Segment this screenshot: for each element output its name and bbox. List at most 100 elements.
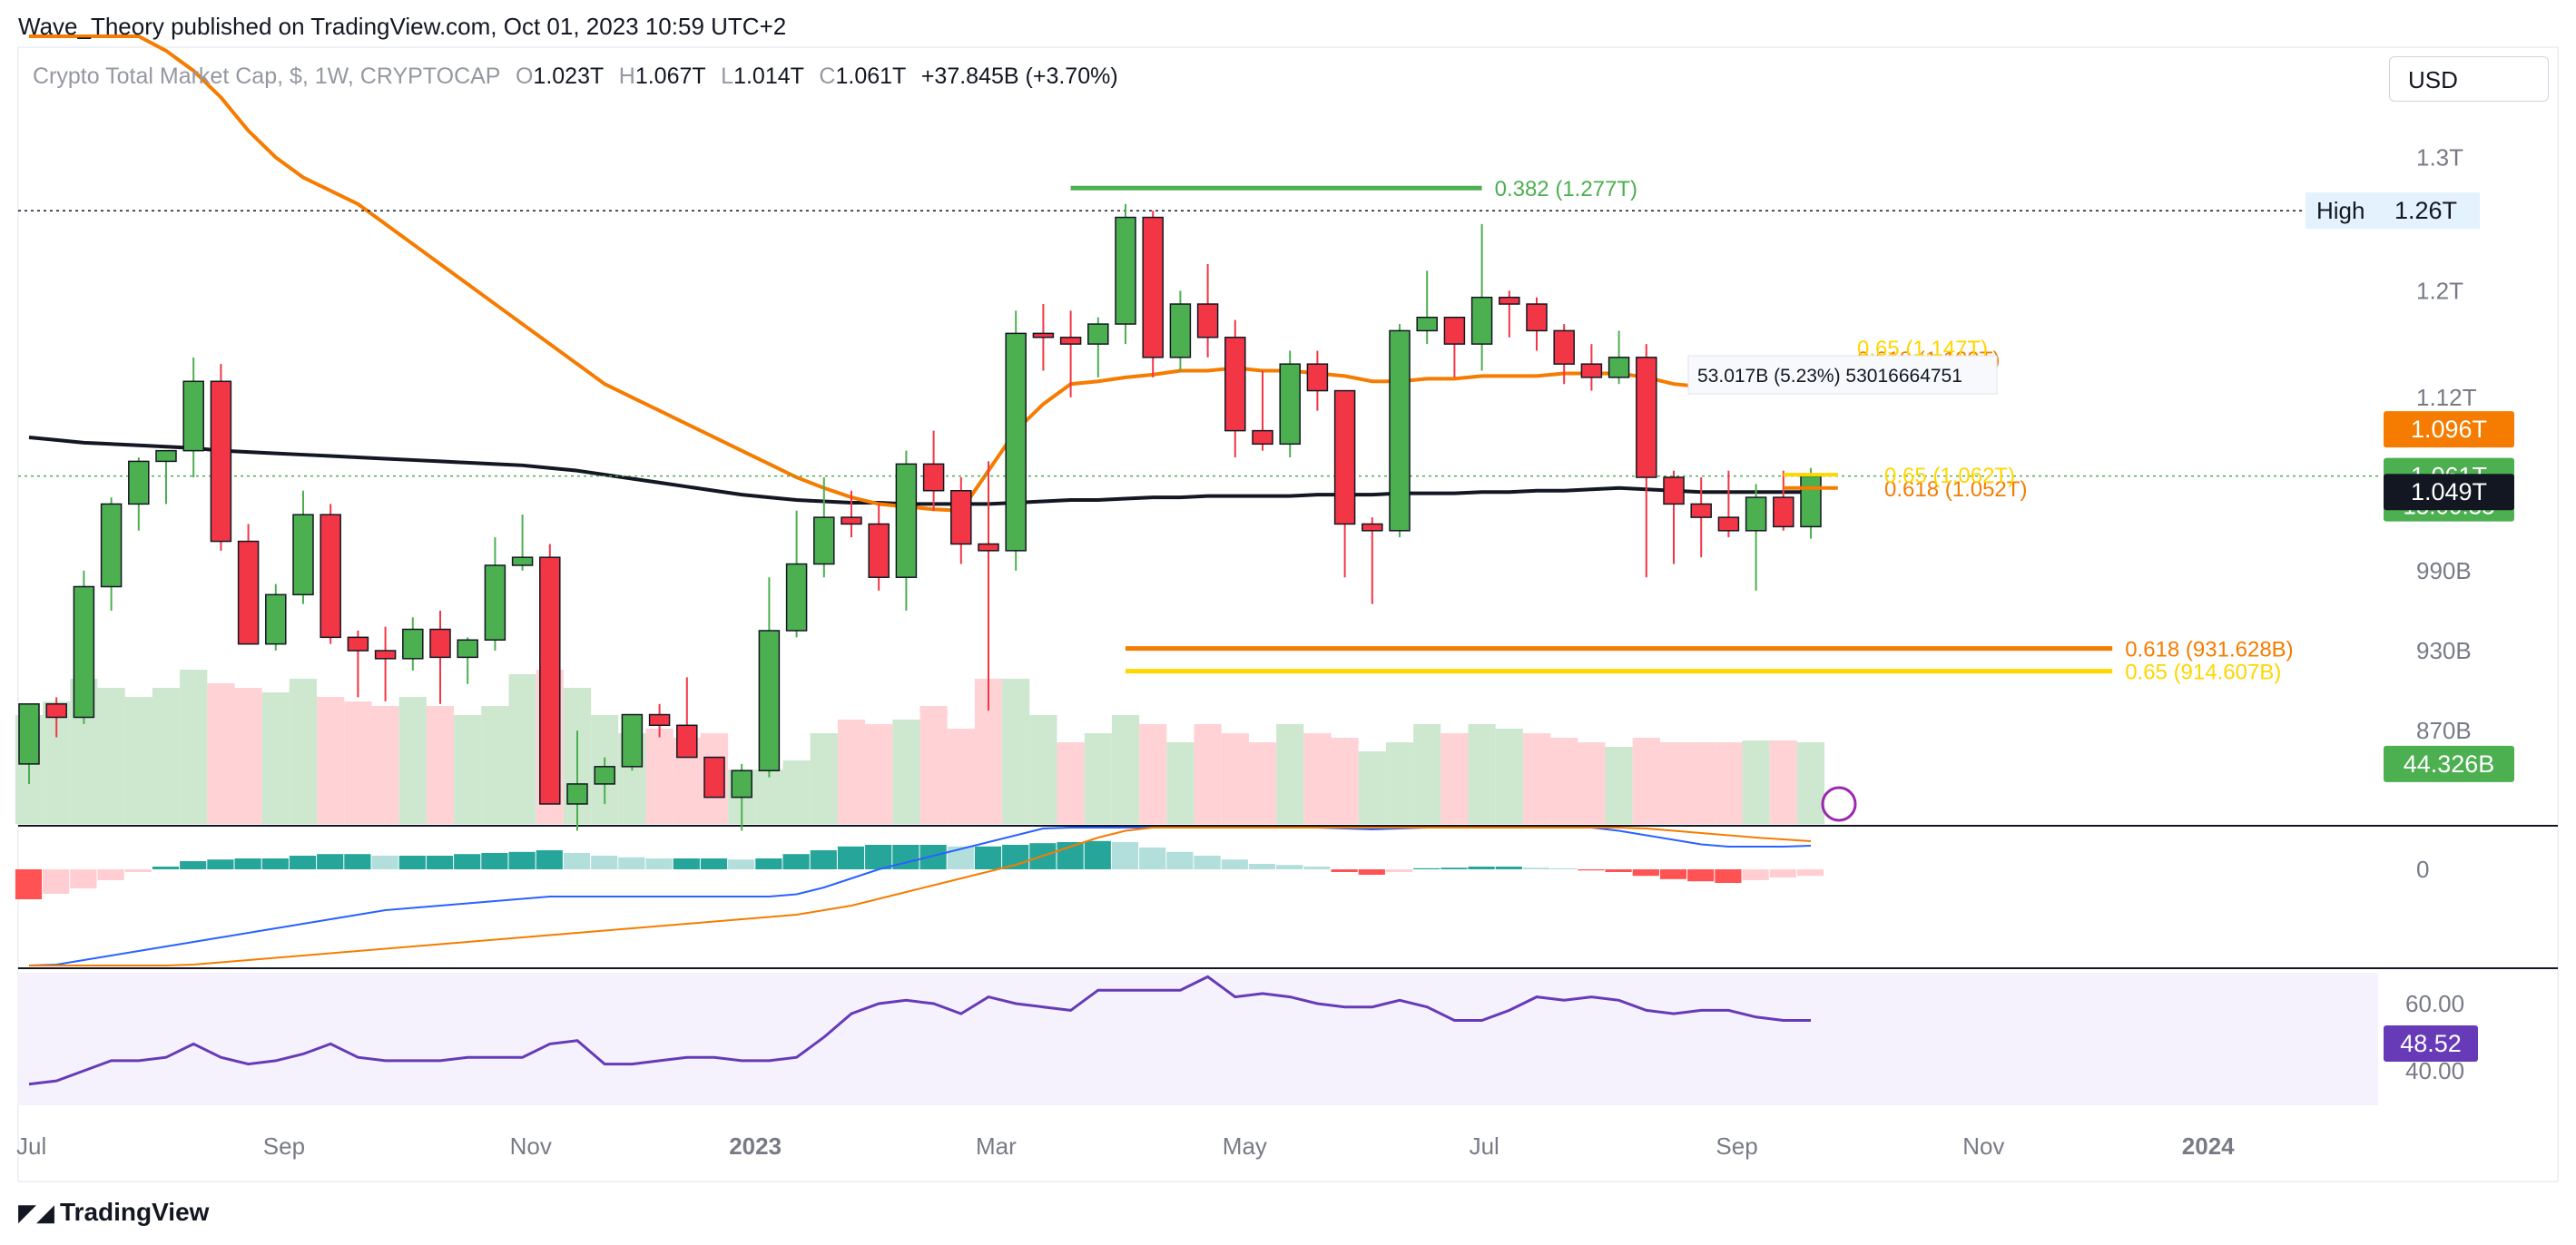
candle-body <box>402 628 424 660</box>
volume-bar <box>1495 729 1523 824</box>
macd-histogram-bar <box>563 853 591 869</box>
macd-histogram-bar <box>1276 865 1303 869</box>
volume-bar <box>1796 742 1825 824</box>
candle-body <box>265 593 287 645</box>
macd-histogram-bar <box>1194 856 1221 869</box>
macd-histogram-bar <box>1385 869 1413 872</box>
macd-histogram-bar <box>207 859 234 869</box>
volume-bar <box>1358 751 1386 824</box>
macd-histogram-bar <box>810 850 837 869</box>
volume-bar <box>947 729 975 824</box>
macd-histogram-bar <box>398 856 426 869</box>
macd-signal-line <box>29 827 1812 966</box>
volume-bar <box>1522 733 1551 824</box>
candle-body <box>100 503 123 588</box>
high-value-box <box>2378 192 2480 230</box>
candle-body <box>1169 303 1192 358</box>
candle-body <box>922 463 945 492</box>
candle-body <box>45 703 67 719</box>
volume-bar <box>398 697 427 824</box>
candle-body <box>703 756 725 799</box>
candle-body <box>1196 303 1219 338</box>
price-axis-tick: 930B <box>2416 637 2472 664</box>
volume-bar <box>1413 724 1441 824</box>
price-badge-text: 1.049T <box>2411 478 2487 505</box>
macd-histogram-bar <box>1221 859 1248 869</box>
volume-bar <box>234 688 262 824</box>
price-badge <box>2384 411 2514 448</box>
low-value: 1.014T <box>733 64 804 89</box>
candle-body <box>1745 496 1767 532</box>
time-axis-tick: Nov <box>1962 1132 2004 1160</box>
price-badge-text: 1.096T <box>2411 416 2487 443</box>
macd-histogram-bar <box>1578 869 1605 871</box>
macd-histogram-bar <box>1331 869 1358 872</box>
macd-histogram-bar <box>919 845 947 869</box>
macd-histogram-bar <box>1358 869 1385 875</box>
candle-body <box>1059 337 1082 345</box>
volume-bar <box>344 701 372 824</box>
macd-histogram-bar <box>1632 869 1659 877</box>
tradingview-logo[interactable]: ◤◢ TradingView <box>18 1198 209 1227</box>
price-axis-tick: 990B <box>2416 557 2472 584</box>
volume-bar <box>1221 733 1249 824</box>
macd-histogram-bar <box>1139 848 1166 869</box>
volume-bar <box>1659 742 1688 824</box>
symbol-legend: Crypto Total Market Cap, $, 1W, CRYPTOCA… <box>33 64 1118 90</box>
macd-histogram-bar <box>1468 867 1495 869</box>
candle-body <box>1362 523 1383 532</box>
candle-body <box>676 724 698 759</box>
volume-bar <box>371 706 399 824</box>
macd-histogram-bar <box>947 846 974 869</box>
volume-bar <box>1468 724 1496 824</box>
volume-bar <box>837 720 866 824</box>
volume-bar <box>1002 679 1030 824</box>
candle-body <box>1526 303 1548 332</box>
macd-histogram-bar <box>1742 869 1769 880</box>
macd-histogram-bar <box>70 869 97 888</box>
candle-body <box>1416 316 1438 332</box>
candle-body <box>320 514 341 639</box>
chart-frame <box>17 46 2559 1182</box>
volume-bar <box>1029 715 1057 824</box>
candle-body <box>841 516 862 525</box>
macd-histogram-bar <box>371 856 398 869</box>
candle-body <box>1636 357 1657 478</box>
tradingview-logo-icon: ◤◢ <box>18 1199 54 1226</box>
rsi-line <box>28 975 1811 1086</box>
volume-bar <box>454 715 482 824</box>
candle-body <box>429 628 451 659</box>
candle-body <box>155 449 177 463</box>
price-axis-tick: 1.3T <box>2416 143 2463 171</box>
published-caption: Wave_Theory published on TradingView.com… <box>18 13 787 40</box>
high-label: H <box>618 64 635 89</box>
volume-bar <box>1385 742 1414 824</box>
macd-histogram-bar <box>1550 868 1578 869</box>
close-value: 1.061T <box>835 64 906 89</box>
volume-bar <box>1742 740 1770 824</box>
time-axis-tick: 2024 <box>2182 1132 2235 1160</box>
macd-histogram-bar <box>152 867 180 869</box>
high-label-box <box>2306 192 2378 230</box>
volume-bar <box>124 697 152 824</box>
volume-bar <box>1550 738 1578 824</box>
volume-bar <box>1578 742 1606 824</box>
macd-histogram-bar <box>536 850 563 869</box>
ema-50-line <box>29 34 1811 513</box>
candle-body <box>237 540 260 645</box>
macd-histogram-bar <box>1796 869 1824 877</box>
volume-bar <box>919 706 948 824</box>
volume-bar <box>207 683 235 824</box>
macd-histogram-bar <box>1687 869 1715 882</box>
time-axis-tick: May <box>1223 1132 1267 1160</box>
fib-level-label: 0.618 (1.052T) <box>1884 477 2027 502</box>
macd-histogram-bar <box>1522 868 1550 869</box>
currency-button[interactable]: USD <box>2389 56 2549 102</box>
macd-histogram-bar <box>1715 869 1742 883</box>
macd-histogram-bar <box>1303 867 1331 869</box>
macd-histogram-bar <box>1440 868 1468 869</box>
volume-bar <box>97 688 125 824</box>
time-axis-tick: Jul <box>1470 1132 1499 1160</box>
candle-body <box>128 460 150 505</box>
